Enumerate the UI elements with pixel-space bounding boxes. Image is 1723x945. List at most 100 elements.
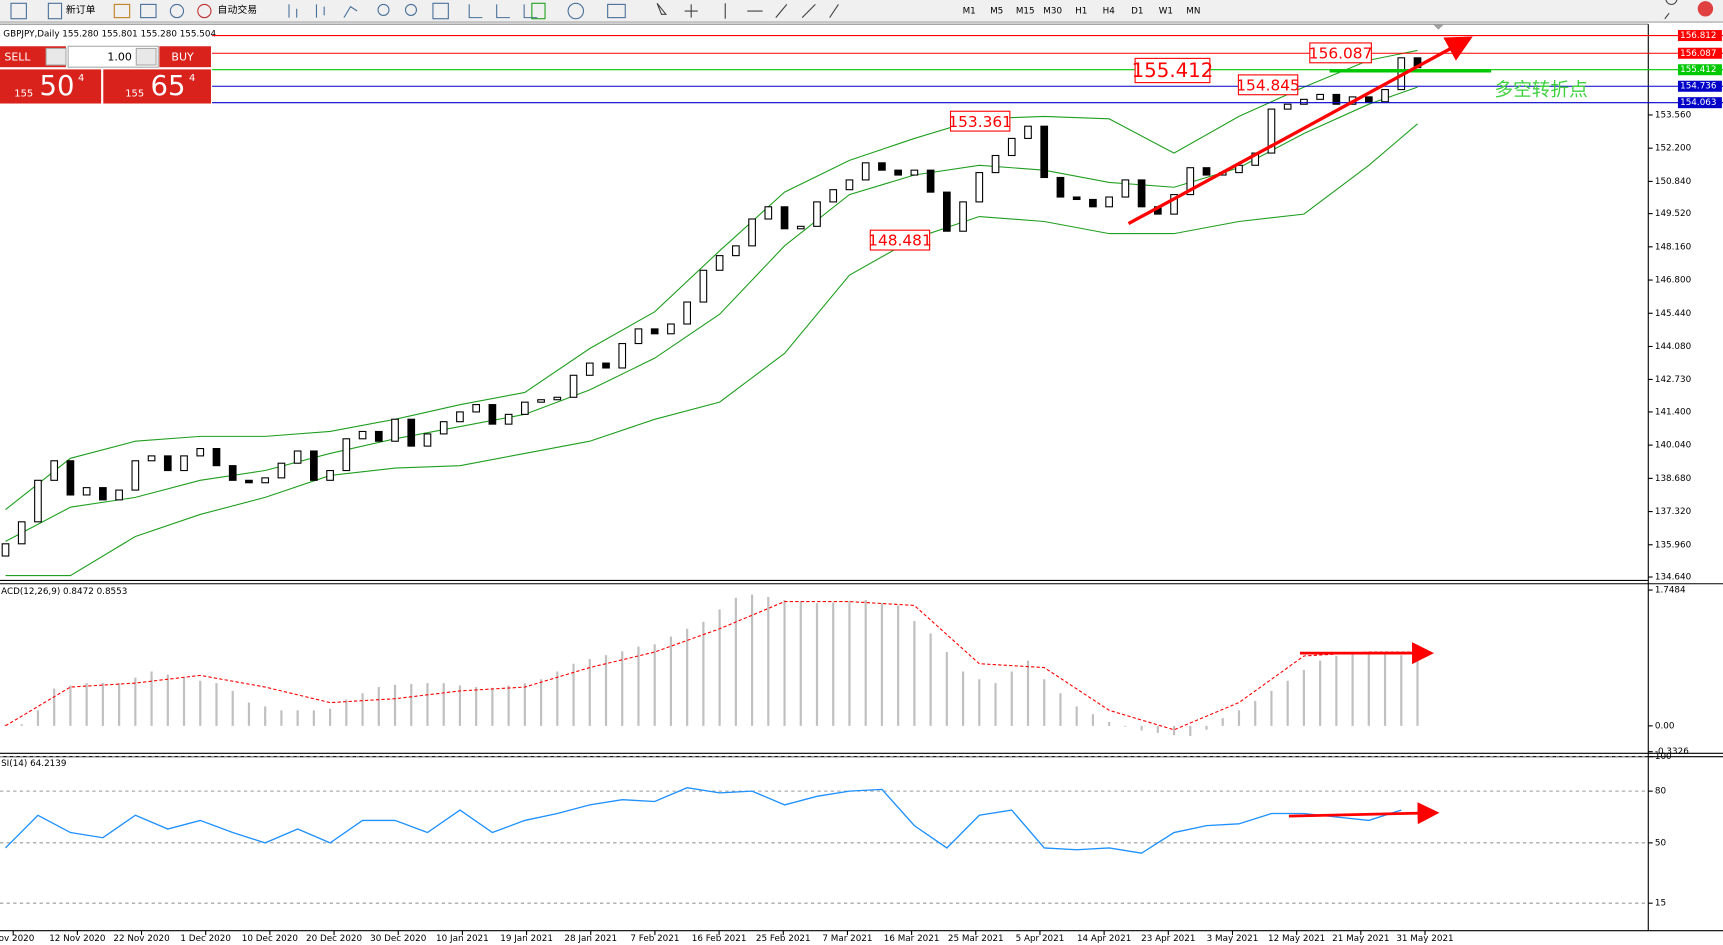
buy-big-figure[interactable]: 155 (125, 89, 144, 100)
icon[interactable] (468, 4, 538, 19)
y-tick-label: -0.3326 (1655, 747, 1689, 757)
y-tick-label: 50 (1655, 838, 1667, 848)
macd-bar (750, 594, 754, 726)
x-tick-label: 10 Jan 2021 (436, 934, 489, 944)
macd-bar (815, 603, 819, 726)
candle-body (277, 462, 286, 479)
buy-label[interactable]: BUY (171, 50, 194, 63)
macd-bar (604, 655, 608, 726)
timeframe-button[interactable]: W1 (1159, 7, 1173, 17)
candle-body (975, 172, 984, 203)
macd-bar (231, 690, 234, 726)
icon[interactable] (113, 3, 131, 19)
candle-body (310, 450, 318, 481)
rsi-arrow (1288, 802, 1440, 825)
buy-price-box[interactable] (103, 69, 211, 104)
x-tick-label: 3 May 2021 (1207, 934, 1259, 944)
volume[interactable]: 1.00 (107, 50, 131, 63)
macd-bar (1172, 725, 1176, 736)
auto-trading[interactable]: 自动交易 (218, 3, 258, 16)
macd-bar (669, 636, 673, 726)
price-annotation: 148.481 (868, 232, 932, 250)
y-tick-label: 141.400 (1655, 407, 1692, 417)
timeframe-button[interactable]: M30 (1043, 7, 1062, 17)
notification-icon[interactable] (1697, 1, 1714, 17)
timeframe-button[interactable]: M15 (1016, 7, 1035, 17)
candle-body (1186, 167, 1195, 196)
buy-fraction[interactable]: 4 (189, 73, 195, 84)
timeframe-button[interactable]: H1 (1075, 7, 1087, 17)
macd-bar (426, 683, 429, 726)
icon[interactable] (197, 3, 212, 19)
icon[interactable] (607, 3, 626, 19)
icon[interactable] (288, 4, 358, 18)
y-tick-label: 140.040 (1655, 441, 1692, 451)
icon[interactable] (169, 3, 185, 19)
macd-bar (491, 687, 494, 726)
search-icon[interactable] (1664, 0, 1678, 20)
macd-bar (783, 600, 786, 726)
macd-bar (20, 724, 23, 726)
candle-body (423, 433, 432, 447)
icon[interactable] (404, 3, 418, 16)
candle-body (650, 328, 659, 335)
candle-body (293, 450, 302, 464)
y-tick-label: 80 (1655, 787, 1667, 797)
candle-body (959, 201, 967, 232)
volume-up[interactable] (135, 47, 157, 66)
price-annotation-box (949, 110, 1011, 132)
rsi-line (5, 787, 1402, 854)
candle-body (456, 411, 464, 423)
macd-bar (767, 596, 770, 726)
timeframe-button[interactable]: H4 (1103, 7, 1116, 17)
icon[interactable] (531, 2, 546, 20)
level-label: 155.412 (1680, 65, 1716, 75)
sell-big-figure[interactable]: 155 (14, 89, 33, 100)
sell-price-box[interactable] (0, 69, 102, 104)
macd-bar (1335, 655, 1338, 726)
candle-body (845, 179, 854, 191)
sell-label[interactable]: SELL (4, 50, 31, 63)
sell-fraction[interactable]: 4 (78, 73, 84, 84)
plot: 153.560 152.200 150.840 149.520 148.160 146.8… (0, 30, 1723, 944)
macd-bar (4, 724, 7, 726)
macd-bar (1367, 653, 1370, 726)
timeframe-button[interactable]: MN (1186, 7, 1200, 17)
sell-pips[interactable]: 50 (40, 70, 75, 102)
macd-bar (1043, 679, 1046, 726)
bollinger-lower (5, 123, 1418, 577)
macd-bar (1237, 710, 1241, 726)
candle-body (618, 342, 627, 369)
y-tick-label: 1.7484 (1655, 586, 1686, 596)
candle-body (358, 430, 367, 440)
icon[interactable] (47, 2, 63, 20)
timeframe-button[interactable]: M5 (990, 7, 1003, 17)
candle-body (667, 323, 675, 335)
level-label: 154.736 (1680, 82, 1717, 92)
bollinger-middle (5, 86, 1418, 542)
buy-button[interactable] (159, 46, 211, 68)
candle-body (585, 362, 594, 376)
candle-body (504, 413, 513, 425)
macd-bar (312, 710, 315, 726)
icon[interactable] (140, 3, 157, 19)
macd-bar (475, 687, 478, 726)
candle-body (926, 169, 935, 193)
timeframe-button[interactable]: D1 (1131, 7, 1143, 17)
volume-down[interactable] (45, 47, 67, 66)
price-annotation-box (1237, 74, 1299, 96)
buy-pips[interactable]: 65 (151, 70, 186, 102)
y-tick-label: 144.080 (1655, 342, 1692, 352)
icon[interactable] (377, 3, 390, 16)
chart-area (0, 23, 1723, 945)
icon[interactable] (432, 2, 449, 20)
icon[interactable] (656, 2, 839, 19)
volume-input[interactable] (67, 45, 159, 68)
icon[interactable] (567, 2, 585, 20)
macd-bar (621, 651, 624, 726)
timeframe-button[interactable]: M1 (963, 7, 976, 17)
macd-bar (702, 621, 705, 726)
new-order[interactable]: 新订单 (66, 3, 96, 16)
candle-body (407, 418, 416, 447)
icon[interactable] (10, 2, 27, 20)
